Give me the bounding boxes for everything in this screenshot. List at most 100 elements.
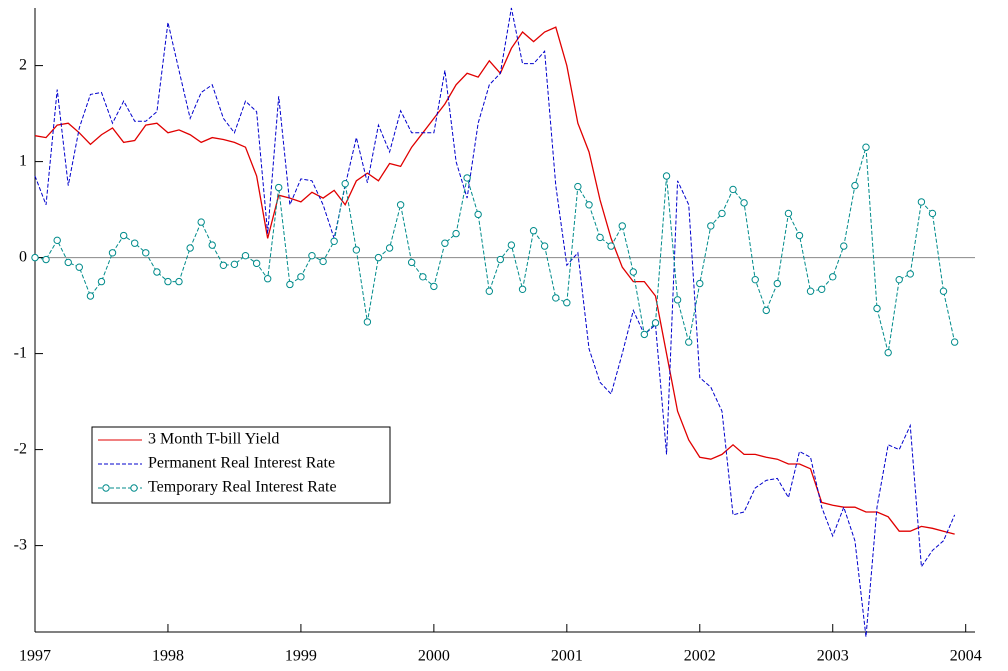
series-marker xyxy=(297,273,305,281)
series-marker xyxy=(452,229,460,238)
series-marker xyxy=(718,209,726,218)
series-marker xyxy=(729,185,737,194)
series-marker xyxy=(629,268,638,276)
series-marker xyxy=(939,287,948,295)
series-marker xyxy=(950,338,959,346)
series-marker xyxy=(773,279,781,288)
y-tick-label: 0 xyxy=(19,248,27,265)
series-marker xyxy=(552,294,560,302)
series-marker xyxy=(762,306,770,315)
y-tick-label: -2 xyxy=(14,440,27,457)
series-marker xyxy=(673,296,682,304)
series-marker xyxy=(97,277,106,286)
legend-label: Temporary Real Interest Rate xyxy=(148,479,337,496)
series-marker xyxy=(131,239,139,247)
series-marker xyxy=(319,257,327,266)
series-marker xyxy=(685,338,693,346)
series-marker xyxy=(740,199,748,207)
series-line xyxy=(34,26,955,535)
series-marker xyxy=(696,279,704,288)
y-tick-label: 1 xyxy=(19,152,27,169)
series-marker xyxy=(53,236,61,245)
series-marker xyxy=(42,255,50,264)
series-marker xyxy=(164,277,172,286)
x-tick-label: 2002 xyxy=(684,648,716,665)
series-line xyxy=(34,147,956,353)
series-marker xyxy=(374,253,383,262)
x-tick-label: 2003 xyxy=(817,648,849,665)
legend-label: 3 Month T-bill Yield xyxy=(148,431,279,448)
series-marker xyxy=(784,209,793,218)
y-tick-label: 2 xyxy=(19,56,27,73)
series-marker xyxy=(596,233,604,242)
legend-label: Permanent Real Interest Rate xyxy=(148,455,335,472)
x-tick-label: 2000 xyxy=(418,648,450,665)
series-marker xyxy=(585,201,593,209)
series-marker xyxy=(851,181,859,190)
series-marker xyxy=(540,242,549,250)
series-marker xyxy=(64,258,72,267)
series-marker xyxy=(119,231,128,240)
series-marker xyxy=(308,251,316,260)
series-marker xyxy=(186,244,194,252)
series-marker xyxy=(108,249,117,257)
series-marker xyxy=(662,172,671,180)
x-tick-label: 1997 xyxy=(19,648,51,665)
series-marker xyxy=(463,174,471,182)
y-tick-label: -1 xyxy=(14,344,27,361)
y-tick-label: -3 xyxy=(14,536,27,553)
series-marker xyxy=(496,255,505,264)
series-marker xyxy=(419,273,427,281)
series-marker xyxy=(341,179,349,188)
series-marker xyxy=(363,318,372,326)
x-tick-label: 2001 xyxy=(551,648,583,665)
series-marker xyxy=(906,270,914,278)
series-marker xyxy=(806,287,815,295)
series-marker xyxy=(75,263,83,271)
series-marker xyxy=(884,348,892,357)
series-marker xyxy=(352,246,361,254)
series-marker xyxy=(651,319,660,327)
series-marker xyxy=(197,218,205,226)
series-marker xyxy=(751,275,759,284)
series-marker xyxy=(829,273,837,281)
series-marker xyxy=(219,261,228,269)
series-marker xyxy=(529,227,538,235)
series-marker xyxy=(618,222,626,230)
series-marker xyxy=(441,239,449,247)
series-marker xyxy=(640,330,649,339)
series-marker xyxy=(208,241,216,249)
series-marker xyxy=(230,260,239,269)
series-marker xyxy=(707,222,715,230)
series-marker xyxy=(818,285,826,293)
series-marker xyxy=(795,231,804,240)
series-marker xyxy=(263,275,272,283)
series-marker xyxy=(396,201,405,209)
series-marker xyxy=(563,299,571,307)
series-marker xyxy=(330,237,338,245)
series-marker xyxy=(607,242,615,250)
x-tick-label: 2004 xyxy=(950,648,982,665)
legend-marker xyxy=(130,484,138,492)
series-marker xyxy=(485,287,494,295)
x-tick-label: 1999 xyxy=(285,648,317,665)
series-marker xyxy=(507,241,516,249)
series-marker xyxy=(241,251,250,260)
series-marker xyxy=(840,242,848,250)
series-marker xyxy=(142,249,150,257)
series-marker xyxy=(275,183,283,192)
series-line xyxy=(34,7,956,637)
series-marker xyxy=(474,210,482,219)
series-marker xyxy=(917,198,926,206)
series-marker xyxy=(153,268,161,276)
legend-marker xyxy=(102,484,110,492)
series-marker xyxy=(518,285,527,293)
series-marker xyxy=(862,143,870,151)
series-marker xyxy=(873,304,881,313)
series-marker xyxy=(175,277,183,286)
series-marker xyxy=(286,280,294,289)
series-marker xyxy=(574,182,582,191)
series-marker xyxy=(252,259,261,268)
series-marker xyxy=(86,292,95,300)
